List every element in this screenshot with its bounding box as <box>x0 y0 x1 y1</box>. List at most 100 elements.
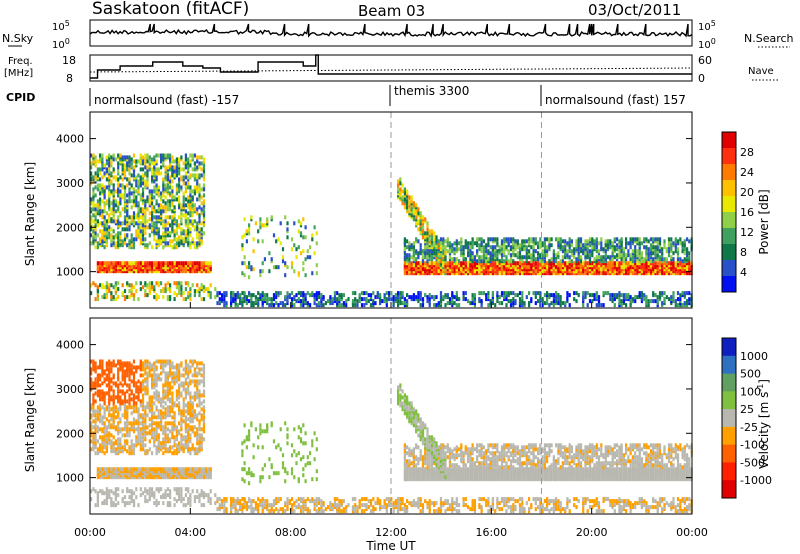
velocity-cell <box>110 407 113 412</box>
power-cell <box>130 161 133 166</box>
power-cell <box>96 233 99 238</box>
power-cell <box>173 165 176 170</box>
power-cell <box>275 295 278 300</box>
power-cell <box>234 293 237 298</box>
velocity-cell <box>128 451 131 456</box>
velocity-cell <box>103 451 106 456</box>
power-cell <box>178 285 181 290</box>
power-cell <box>530 245 533 250</box>
velocity-cell <box>153 467 156 472</box>
power-cell <box>516 255 519 260</box>
velocity-cell <box>151 363 154 368</box>
power-cell <box>512 237 515 242</box>
velocity-cell <box>139 399 142 404</box>
velocity-cell <box>126 429 129 434</box>
power-cell <box>543 237 546 242</box>
power-cell <box>480 259 483 264</box>
power-cell <box>117 231 120 236</box>
freq-tick-top: 18 <box>62 54 76 67</box>
velocity-cell <box>101 359 104 364</box>
power-cell <box>385 291 388 296</box>
power-cell <box>309 293 312 298</box>
power-cell <box>144 199 147 204</box>
power-cell <box>496 261 499 266</box>
power-cell <box>509 253 513 258</box>
power-cell <box>586 303 589 308</box>
power-cell <box>667 297 671 302</box>
power-cell <box>625 261 628 266</box>
velocity-cell <box>117 389 120 394</box>
velocity-cell <box>135 401 138 406</box>
power-cell <box>613 245 616 250</box>
power-cell <box>112 175 115 180</box>
power-cell <box>329 295 332 300</box>
power-cell <box>175 157 178 162</box>
power-cell <box>117 183 120 188</box>
nave-tick-bottom: 0 <box>698 72 705 85</box>
power-cell <box>166 203 169 208</box>
power-cell <box>374 295 377 300</box>
velocity-cell <box>105 467 108 472</box>
power-cell <box>397 303 400 308</box>
velocity-cell <box>157 487 160 492</box>
velocity-cell <box>101 389 104 394</box>
power-cell <box>293 243 296 248</box>
power-cell <box>175 183 178 188</box>
power-cell <box>485 253 488 258</box>
power-cell <box>505 237 508 242</box>
power-cell <box>629 261 632 266</box>
power-cell <box>539 259 542 264</box>
power-cell <box>132 165 136 170</box>
power-cell <box>435 295 438 300</box>
power-cell <box>638 237 641 242</box>
power-cell <box>110 201 113 206</box>
power-cell <box>595 303 598 308</box>
power-cell <box>105 211 108 216</box>
power-cell <box>146 165 149 170</box>
velocity-cell <box>101 419 104 424</box>
power-cell <box>135 261 138 266</box>
power-cell <box>607 243 610 248</box>
power-cell <box>503 291 506 296</box>
power-cell <box>297 229 300 234</box>
power-cell <box>618 253 621 258</box>
velocity-cell <box>139 403 142 408</box>
velocity-cell <box>144 405 147 410</box>
velocity-cell <box>137 391 140 396</box>
power-cell <box>92 175 95 180</box>
power-cell <box>656 261 659 266</box>
power-cell <box>148 285 151 290</box>
power-cell <box>250 303 253 308</box>
power-cell <box>485 259 488 264</box>
power-cell <box>304 293 307 298</box>
power-cell <box>114 189 117 194</box>
power-cell <box>471 251 474 256</box>
velocity-cell <box>105 437 108 442</box>
power-cell <box>178 223 181 228</box>
power-cell <box>193 185 196 190</box>
power-cell <box>625 237 628 242</box>
power-cell <box>295 293 298 298</box>
power-cell <box>200 283 203 288</box>
power-cell <box>155 297 158 302</box>
power-cell <box>514 293 517 298</box>
velocity-cell <box>99 363 102 368</box>
velocity-cell <box>108 405 111 410</box>
power-cell <box>193 219 196 224</box>
power-cell <box>686 247 689 252</box>
power-cell <box>541 303 544 308</box>
power-cell <box>473 241 476 246</box>
power-cell <box>144 289 147 294</box>
power-cell <box>90 241 93 246</box>
power-cell <box>92 207 95 212</box>
velocity-cell <box>117 501 120 506</box>
power-cell <box>620 253 623 258</box>
power-cell <box>209 283 212 288</box>
power-cell <box>672 261 675 266</box>
power-cell <box>482 291 485 296</box>
velocity-cell <box>90 413 93 418</box>
velocity-cell <box>112 501 115 506</box>
velocity-cell <box>96 491 99 496</box>
power-cell <box>541 297 544 302</box>
